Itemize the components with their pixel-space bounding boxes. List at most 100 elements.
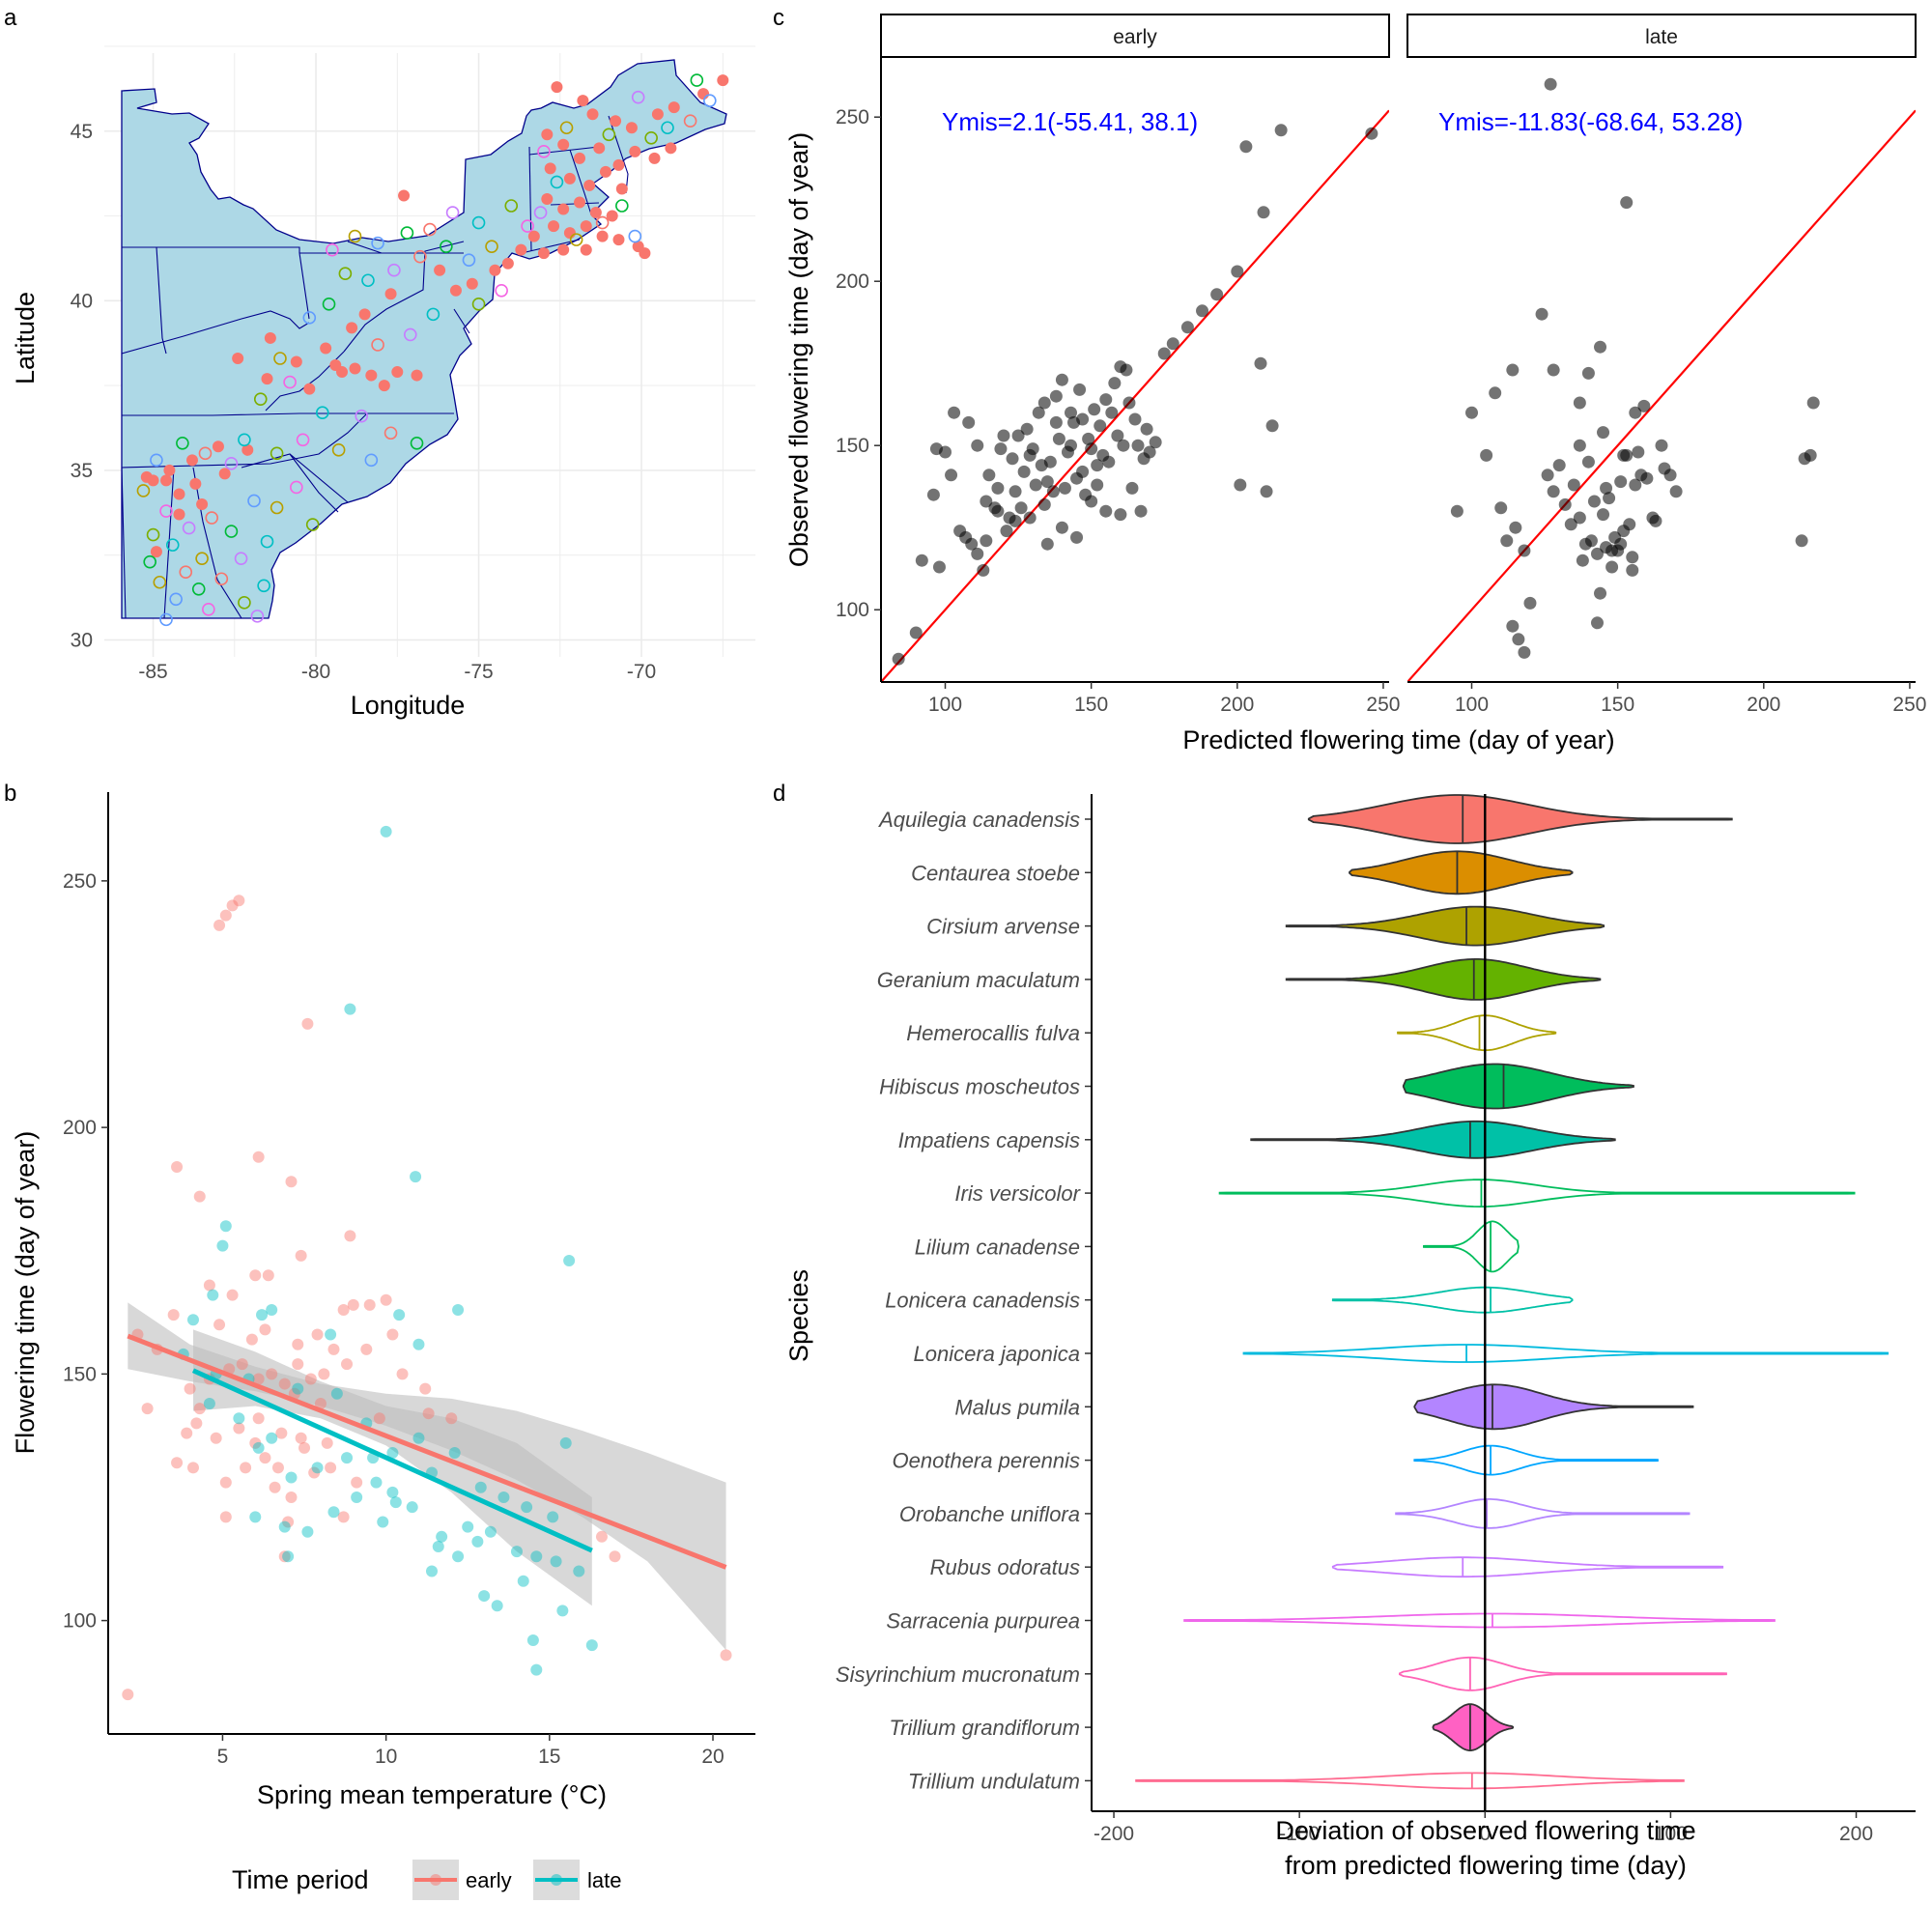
violin-shape [1331,1286,1574,1314]
point-early [210,1432,222,1444]
point-late [1614,537,1628,551]
point-early [318,1368,330,1380]
map-point-late [283,375,297,389]
map-point-late [159,612,173,627]
point-late [585,1639,598,1652]
point-early [997,429,1010,442]
point-early [245,1333,258,1346]
violin-shape [1432,1703,1514,1751]
map-point-early [589,207,602,219]
map-point-early [541,128,554,141]
map-point-early [189,477,202,490]
point-early [1076,412,1090,426]
facet-x-tick-label: 100 [928,694,962,716]
map-point-early [577,95,589,107]
point-early [1196,304,1209,318]
point-early [259,1452,271,1464]
violin-lilium-canadense: Lilium canadense [915,1220,1520,1273]
point-late [1535,307,1548,321]
point-early [219,1511,232,1523]
point-early [259,1323,271,1336]
point-late [1617,448,1631,462]
point-early [282,1516,295,1528]
point-early [1143,445,1156,459]
point-early [249,1269,262,1282]
point-late [1804,448,1817,462]
map-point-early [150,546,162,558]
point-early [926,488,940,501]
point-late [1632,445,1645,459]
facet-x-tick-label: 250 [1892,694,1926,716]
point-late [1509,521,1522,534]
point-late [1584,534,1598,548]
violin-lonicera-canadensis: Lonicera canadensis [885,1286,1574,1314]
point-late [1597,508,1610,522]
map-point-late [270,446,284,461]
map-point-early [329,359,342,372]
point-early [219,1476,232,1489]
map-point-early [466,277,478,290]
point-early [1017,465,1031,478]
point-early [909,626,923,639]
point-early [1058,481,1071,495]
map-point-late [615,199,629,213]
point-early [213,919,226,931]
point-early [1076,465,1090,478]
facet-x-tick-label: 200 [1747,694,1780,716]
map-point-late [326,242,339,257]
point-early [945,469,958,482]
map-point-early [290,355,302,368]
map-point-late [176,436,189,450]
map-region [121,59,727,619]
point-late [266,1432,278,1444]
point-late [547,1511,559,1523]
map-point-late [485,240,498,253]
temperature-points [122,825,732,1701]
map-point-early [612,158,625,171]
point-early [1274,124,1288,137]
map-point-late [250,610,265,623]
point-early [994,442,1008,456]
facet-x-tick-label: 150 [1074,694,1108,716]
map-point-late [462,253,476,267]
point-late [1512,633,1525,646]
point-early [233,895,245,907]
panel-c-y-axis-title: Observed flowering time (day of year) [784,132,813,567]
point-late [474,1481,487,1493]
point-early [252,1151,265,1163]
map-point-late [495,283,508,298]
panel-d-x-tick-label: -100 [1279,1823,1320,1845]
point-late [219,1220,232,1233]
violin-shape [1242,1344,1889,1363]
legend: Time period early late [232,1860,621,1900]
point-early [337,1511,350,1523]
map-x-tick-label: -75 [464,661,493,683]
panel-b-y-tick-label: 250 [63,870,97,893]
point-late [1663,469,1677,482]
point-early [720,1649,732,1662]
map-point-late [150,453,163,468]
facet-late-annotation: Ymis=-11.83(-68.64, 53.28) [1438,107,1743,136]
map-point-late [387,263,401,277]
point-early [595,1530,608,1543]
point-early [122,1689,134,1701]
point-late [1489,386,1502,400]
point-late [550,1555,562,1568]
point-late [452,1550,465,1563]
point-early [1070,530,1084,544]
point-early [266,1368,278,1380]
point-late [1506,619,1520,633]
violin-shape [1183,1612,1776,1629]
point-late [1605,560,1619,574]
point-early [301,1017,314,1030]
map-point-early [551,81,563,94]
map-point-late [260,534,274,549]
facet-strip-late-label: late [1645,26,1678,48]
panel-b-x-tick-label: 20 [701,1746,724,1768]
map-point-late [191,582,206,596]
violin-shape [1413,1383,1694,1431]
panel-label-d: d [773,781,785,807]
point-early [278,1550,291,1563]
point-late [386,1486,399,1498]
facet-x-tick-label: 200 [1220,694,1254,716]
